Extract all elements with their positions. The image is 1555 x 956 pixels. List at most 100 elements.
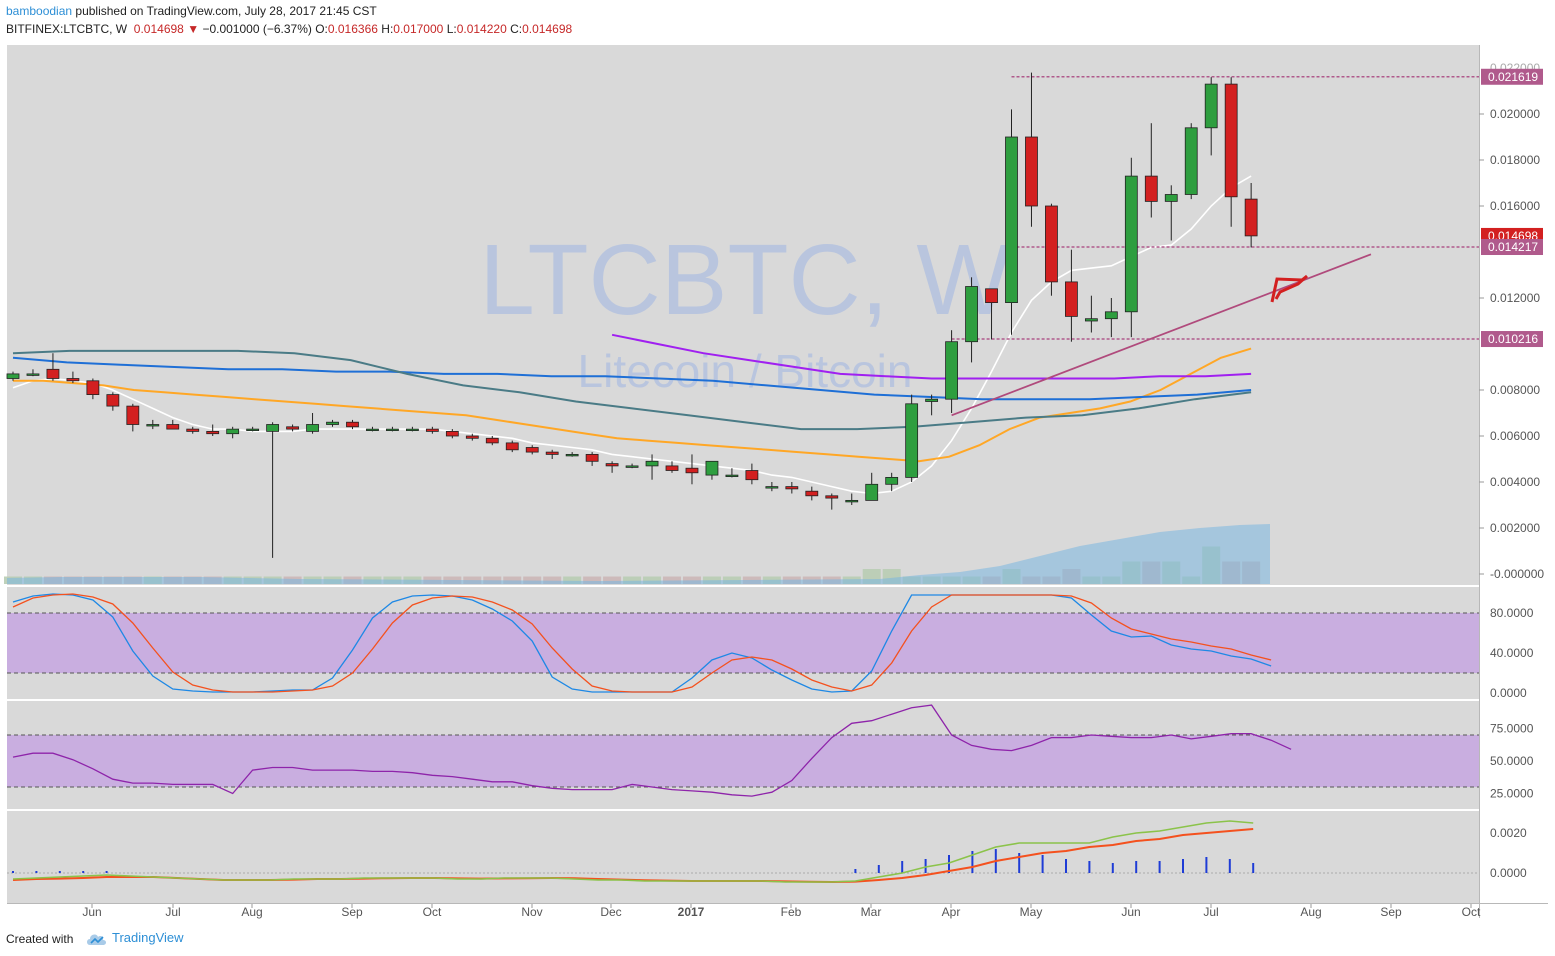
candle-body	[6, 373, 20, 379]
tradingview-logo[interactable]: TradingView	[86, 930, 184, 946]
candle-body	[985, 288, 998, 304]
candle-body	[1045, 205, 1058, 283]
candle-body	[126, 405, 140, 425]
candle-body	[645, 460, 659, 467]
volume-bar	[563, 576, 582, 584]
stoch-tick-label: 80.0000	[1490, 606, 1534, 620]
last-price: 0.014698	[133, 22, 184, 36]
moving-average-line	[12, 175, 1252, 495]
price-tick-label: 0.012000	[1490, 291, 1540, 305]
candle-body	[326, 421, 339, 425]
time-tick-label: Jul	[1203, 905, 1218, 919]
price-tick-label: 0.018000	[1490, 153, 1540, 167]
price-label-text: 0.014217	[1488, 240, 1538, 254]
rsi-band	[7, 735, 1479, 787]
candle-body	[66, 378, 80, 382]
rsi-line	[12, 704, 1292, 797]
stoch-band	[7, 613, 1479, 673]
low-label: L:	[446, 22, 457, 36]
volume-bar	[643, 576, 662, 584]
candle-body	[505, 442, 519, 451]
candle-body	[1204, 83, 1218, 129]
macd-tick-label: 0.0000	[1490, 866, 1527, 880]
volume-bar	[663, 576, 682, 584]
price-tick-label: 0.016000	[1490, 199, 1540, 213]
candle-body	[206, 430, 220, 435]
price-tick-label: -0.000000	[1490, 567, 1544, 581]
candle-body	[226, 428, 240, 435]
candle-body	[266, 424, 280, 432]
candle-body	[685, 467, 699, 474]
candle-body	[1084, 318, 1098, 322]
candle-body	[1144, 175, 1158, 202]
time-tick-label: Dec	[600, 905, 621, 919]
time-tick-label: Jun	[82, 905, 101, 919]
volume-bar	[503, 576, 522, 584]
time-tick-label: Oct	[1462, 905, 1481, 919]
candle-body	[26, 373, 40, 376]
watermark-symbol: LTCBTC, W	[479, 224, 1011, 336]
candle-body	[246, 428, 260, 432]
time-tick-label: Nov	[521, 905, 542, 919]
open-label: O:	[315, 22, 328, 36]
candle-body	[585, 453, 599, 462]
axes-layer: 0.020000 0.018000 0.016000 0.012000 0.008000…	[82, 61, 1544, 919]
candles-layer	[6, 72, 1258, 558]
candle-body	[346, 421, 359, 428]
close-value: 0.014698	[522, 22, 573, 36]
candle-body	[1025, 136, 1038, 207]
price-label-box	[1481, 68, 1543, 85]
candle-body	[366, 428, 379, 432]
candle-body	[845, 499, 859, 503]
candle-body	[605, 463, 619, 467]
stoch-tick-label: 40.0000	[1490, 646, 1534, 660]
candle-body	[485, 437, 499, 444]
volume-bar	[483, 576, 502, 584]
moving-averages-layer	[12, 175, 1252, 495]
volume-bar	[623, 576, 642, 584]
candle-body	[785, 486, 799, 490]
price-tick-label: 0.008000	[1490, 383, 1540, 397]
macd-pane-bg	[7, 811, 1479, 903]
time-tick-label: Aug	[241, 905, 262, 919]
candle-body	[825, 495, 839, 499]
hand-drawn-arrow-icon	[1270, 274, 1308, 303]
watermark-name: Litecoin / Bitcoin	[578, 345, 913, 397]
candle-body	[705, 460, 719, 476]
published-text: published on TradingView.com, July 28, 2…	[75, 4, 377, 18]
price-tick-label: 0.006000	[1490, 429, 1540, 443]
candle-body	[306, 424, 319, 432]
moving-average-line	[611, 333, 1252, 380]
candle-body	[885, 476, 899, 485]
open-value: 0.016366	[327, 22, 378, 36]
time-tick-label: 2017	[678, 905, 705, 919]
candle-body	[386, 428, 399, 432]
candle-body	[1184, 127, 1198, 195]
candle-body	[286, 426, 299, 430]
time-tick-label: Jul	[165, 905, 180, 919]
candle-body	[865, 483, 879, 501]
price-label-text: 0.021619	[1488, 70, 1538, 84]
candle-body	[86, 380, 100, 395]
price-label-box	[1481, 331, 1543, 348]
change-value: −0.001000 (−6.37%)	[202, 22, 312, 36]
time-tick-label: Apr	[942, 905, 961, 919]
candle-body	[1164, 194, 1178, 202]
stoch-tick-label: 0.0000	[1490, 686, 1527, 700]
candle-body	[545, 451, 559, 455]
rsi-tick-label: 50.0000	[1490, 754, 1534, 768]
down-arrow-icon: ▼	[187, 22, 200, 36]
rsi-layer	[7, 704, 1479, 797]
candle-body	[405, 428, 419, 432]
volume-layer	[4, 524, 1270, 584]
rsi-tick-label: 25.0000	[1490, 787, 1534, 801]
price-label-box	[1481, 239, 1543, 256]
author-link[interactable]: bamboodian	[6, 4, 73, 18]
candle-body	[945, 341, 958, 400]
chart-area[interactable]: LTCBTC, W Litecoin / Bitcoin 0.0200000.0…	[0, 44, 1555, 926]
candle-body	[665, 465, 679, 471]
high-value: 0.017000	[393, 22, 444, 36]
created-with-text: Created with	[6, 932, 74, 946]
close-label: C:	[510, 22, 523, 36]
macd-tick-label: 0.0020	[1490, 826, 1527, 840]
